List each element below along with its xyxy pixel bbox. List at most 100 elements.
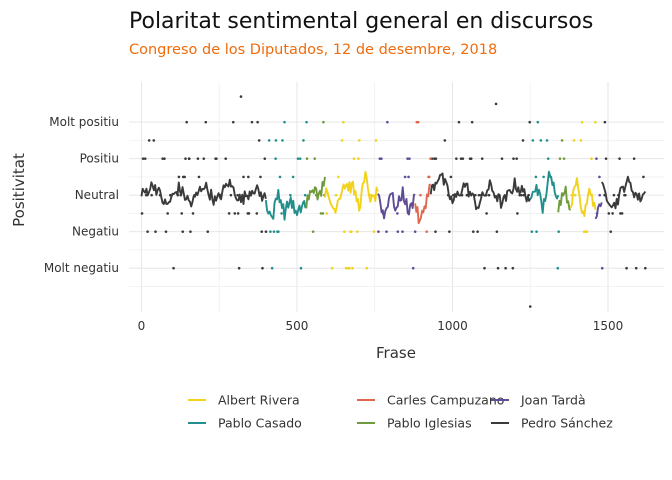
legend-label: Pablo Iglesias <box>387 416 472 431</box>
sentence-point <box>470 120 474 124</box>
sentence-point <box>609 230 613 233</box>
axis-layer: 0 500 1000 1500 Molt positiu Positiu Neutral Ne… <box>44 115 623 333</box>
sentence-point <box>600 266 604 270</box>
sentence-point <box>334 193 338 197</box>
sentence-point <box>281 139 284 142</box>
sentence-point <box>644 266 647 270</box>
sentence-point <box>582 230 586 233</box>
sentence-point <box>305 157 309 160</box>
x-tick-label: 0 <box>138 319 146 333</box>
sentence-point <box>250 120 254 124</box>
sentence-point <box>585 230 589 233</box>
sentence-point <box>625 266 628 270</box>
sentence-point <box>618 157 621 160</box>
sentence-point <box>365 266 369 270</box>
sentence-point <box>642 175 645 179</box>
sentence-point <box>274 157 277 160</box>
sentence-point <box>413 230 417 233</box>
sentence-point <box>434 157 438 160</box>
sentence-point <box>231 120 235 124</box>
sentence-point <box>406 157 409 160</box>
sentence-point <box>603 120 607 124</box>
sentence-point <box>512 157 515 160</box>
series-line-pedro-sánchez <box>600 175 647 210</box>
sentence-point <box>403 175 407 179</box>
sentence-point <box>277 230 280 233</box>
sentence-point <box>348 266 351 270</box>
sentence-point <box>411 266 415 270</box>
sentence-point <box>278 175 282 179</box>
sentence-point <box>224 157 228 160</box>
legend: Albert Rivera Carles Campuzano Joan Tardà P… <box>188 393 613 431</box>
sentence-point <box>580 120 584 124</box>
sentence-point <box>274 139 278 142</box>
sentence-point <box>558 157 562 160</box>
sentence-point <box>536 120 540 124</box>
sentence-point <box>546 157 550 160</box>
sentence-point <box>598 193 602 197</box>
sentence-point <box>289 193 292 197</box>
sentence-point <box>342 120 345 124</box>
sentence-point <box>516 212 519 215</box>
sentence-point <box>459 157 463 160</box>
sentence-point <box>154 230 157 233</box>
sentence-point <box>573 193 577 197</box>
sentence-point <box>325 212 329 215</box>
sentence-point <box>298 157 302 160</box>
sentence-point <box>632 157 636 160</box>
sentence-point <box>196 157 200 160</box>
sentence-point <box>352 157 356 160</box>
sentence-point <box>321 212 325 215</box>
sentence-point <box>455 157 458 160</box>
sentence-point <box>407 175 410 179</box>
sentence-point <box>539 139 543 142</box>
sentence-point <box>604 157 608 160</box>
sentence-point <box>259 175 262 179</box>
sentence-point <box>189 230 192 233</box>
sentence-point <box>483 266 486 270</box>
series-line-pablo-iglesias <box>305 176 326 209</box>
sentence-point <box>557 230 561 233</box>
sentence-point <box>515 157 518 160</box>
sentence-point <box>611 212 614 215</box>
sentence-point <box>247 212 251 215</box>
sentence-point <box>396 230 400 233</box>
sentence-point <box>344 266 348 270</box>
sentence-point <box>256 120 259 124</box>
x-tick-label: 500 <box>286 319 309 333</box>
sentence-point <box>313 157 317 160</box>
sentence-point <box>531 139 535 142</box>
series-line-pablo-iglesias <box>557 185 571 213</box>
series-line-carles-campuzano <box>414 183 432 225</box>
y-tick-label: Molt negatiu <box>44 261 119 275</box>
sentence-point <box>337 175 340 179</box>
sentence-point <box>401 230 404 233</box>
sentence-point <box>357 139 361 142</box>
sentence-point <box>303 193 307 197</box>
sentence-point <box>270 266 274 270</box>
sentence-point <box>624 193 627 197</box>
sentence-point <box>521 139 525 142</box>
sentence-point <box>257 139 261 142</box>
outlier-point <box>528 305 532 308</box>
sentence-point <box>319 212 323 215</box>
sentence-point <box>425 230 428 233</box>
sentence-point <box>229 193 233 197</box>
sentence-point <box>180 212 184 215</box>
sentence-point <box>530 230 534 233</box>
sentence-point <box>500 157 504 160</box>
sentence-point <box>607 212 611 215</box>
sentence-point <box>377 230 380 233</box>
sentence-point <box>380 157 383 160</box>
sentence-point <box>495 230 499 233</box>
y-tick-label: Molt positiu <box>49 115 119 129</box>
sentence-point <box>357 157 360 160</box>
sentence-point <box>164 230 168 233</box>
sentence-point <box>263 157 267 160</box>
sentence-point <box>291 175 295 179</box>
sentence-point <box>185 120 188 124</box>
sentence-point <box>461 157 465 160</box>
sentence-point <box>146 230 149 233</box>
legend-label: Pablo Casado <box>218 416 302 431</box>
